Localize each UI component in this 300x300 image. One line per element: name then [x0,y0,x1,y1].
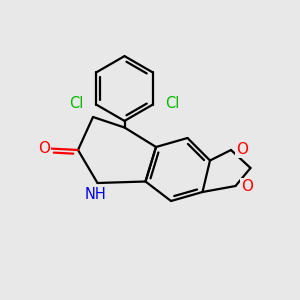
Text: Cl: Cl [165,96,179,111]
Text: NH: NH [85,187,107,202]
Text: O: O [241,179,253,194]
Text: O: O [236,142,248,157]
Text: Cl: Cl [70,96,84,111]
Text: O: O [38,141,50,156]
